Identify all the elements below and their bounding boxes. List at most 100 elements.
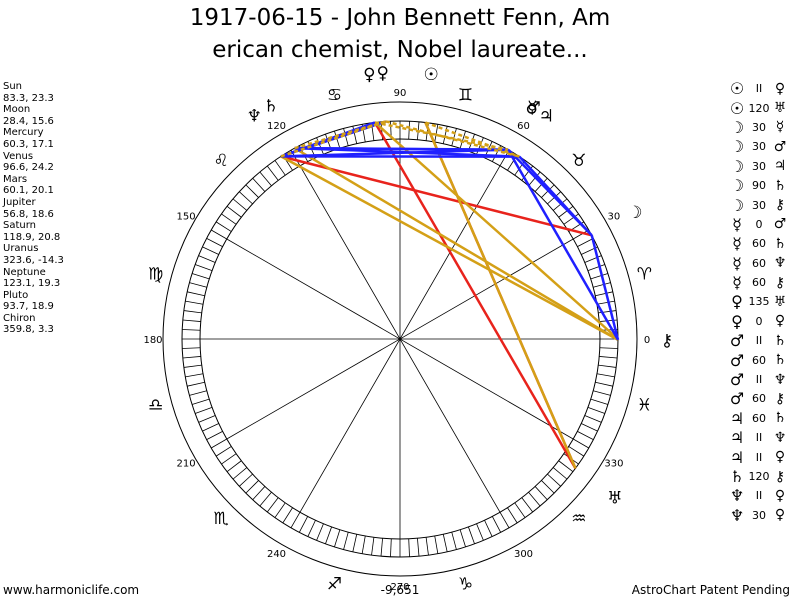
moon-planet-glyph: ☽ (627, 203, 642, 223)
bottom-value: -9,651 (380, 583, 420, 597)
position-name-uranus: Uranus (3, 243, 39, 255)
ring-tick (371, 537, 375, 556)
ring-tick (282, 507, 293, 524)
mars-glyph: ♂ (729, 389, 745, 409)
saturn-glyph: ♄ (773, 177, 787, 194)
aspect-angle: II (755, 334, 763, 348)
ring-tick (221, 213, 237, 225)
ring-tick (558, 460, 574, 473)
aspect-angle: 60 (752, 256, 766, 270)
ring-tick (442, 126, 448, 144)
ring-tick (390, 538, 392, 557)
zodiac-ring (162, 101, 638, 577)
footer-website: www.harmoniclife.com (3, 583, 140, 597)
ring-tick (491, 516, 502, 533)
ring-tick (595, 291, 613, 297)
ring-tick (417, 538, 420, 557)
aspect-row: ♂ 60 ⚷ (726, 389, 790, 408)
aspect-angle: II (755, 373, 763, 387)
degree-label: 30 (608, 212, 621, 223)
ring-tick (593, 282, 611, 288)
ring-tick (577, 430, 594, 441)
mercury-glyph: ☿ (775, 119, 785, 136)
aspect-row: ♄ 120 ⚷ (726, 467, 790, 486)
ring-tick (191, 273, 210, 280)
neptune-glyph: ♆ (773, 255, 787, 272)
chiron-glyph: ⚷ (774, 274, 786, 291)
ring-tick (451, 532, 457, 550)
ring-tick (226, 205, 242, 218)
ring-tick (259, 171, 272, 187)
aspect-row: ♂ II ♆ (726, 370, 790, 389)
ring-tick (215, 221, 232, 232)
ring-tick (563, 213, 579, 225)
mercury-glyph: ☿ (732, 214, 742, 234)
aspect-row: ☽ 30 ♃ (726, 157, 790, 176)
sign-glyphs: ♈ ♉ ♊ ♋ ♌ ♍ ♎ ♏ ♐ ♑ ♒ ♓ (148, 86, 652, 595)
house-spoke (226, 238, 574, 440)
degree-label: 90 (394, 88, 407, 99)
saturn-glyph: ♄ (773, 352, 787, 369)
ring-tick (189, 390, 207, 396)
aspect-angle: 30 (752, 508, 766, 522)
aspect-row: ♀ 0 ♀ (726, 312, 790, 331)
saturn-glyph: ♄ (773, 332, 787, 349)
ring-tick (541, 480, 555, 494)
planet-glyphs: ☉ ☽ ☿ ♀ ♂♃ ♄ ♅ ♆ ♀ ⚷ (247, 64, 674, 509)
saturn-glyph: ♄ (773, 410, 787, 427)
chart-title-line1: 1917-06-15 - John Bennett Fenn, Am (189, 5, 611, 31)
ring-tick (195, 407, 213, 414)
mars-glyph: ♂ (773, 138, 787, 155)
ring-tick (587, 407, 605, 414)
aspect-row: ☿ 60 ♄ (726, 234, 790, 253)
pluto-glyph: ♀ (774, 487, 786, 504)
ring-tick (185, 373, 204, 378)
saturn-glyph: ♄ (773, 235, 787, 252)
position-coords-moon: 28.4, 15.6 (3, 115, 54, 127)
capricorn-sign-glyph: ♑ (458, 574, 473, 594)
aspect-angle: 90 (752, 179, 766, 193)
ring-tick (476, 523, 484, 541)
position-coords-sun: 83.3, 23.3 (3, 92, 54, 104)
ring-tick (361, 535, 366, 554)
aspect-line (294, 146, 520, 158)
jupiter-glyph: ♃ (773, 158, 787, 175)
aspect-angle: 120 (748, 470, 770, 483)
ring-tick (195, 264, 213, 271)
aspect-line (425, 121, 520, 158)
pluto-glyph: ♀ (774, 449, 786, 466)
ring-tick (459, 529, 466, 548)
ring-tick (316, 523, 324, 541)
position-name-mars: Mars (3, 173, 28, 185)
ring-tick (573, 229, 589, 240)
chiron-glyph: ⚷ (774, 197, 786, 214)
aspect-row: ♃ II ♆ (726, 428, 790, 447)
pluto-glyph: ♀ (774, 507, 786, 524)
aspect-row: ♂ 60 ♄ (726, 350, 790, 370)
ring-tick (182, 319, 201, 322)
aspect-row: ☉ 120 ♅ (726, 98, 790, 118)
ring-tick (451, 128, 457, 146)
aspect-line (374, 121, 619, 340)
aspect-row: ☽ 30 ☿ (726, 118, 790, 137)
virgo-sign-glyph: ♍ (148, 265, 163, 285)
scorpio-sign-glyph: ♏ (213, 509, 228, 529)
moon-glyph: ☽ (729, 137, 745, 157)
pluto-glyph: ♀ (774, 313, 786, 330)
ring-tick (206, 237, 223, 248)
chiron-glyph: ⚷ (774, 390, 786, 407)
mars-glyph: ♂ (773, 216, 787, 233)
degree-label: 180 (143, 335, 162, 346)
aspect-line (385, 120, 520, 158)
aspect-row: ☿ 0 ♂ (726, 215, 790, 234)
aspect-angle: 60 (752, 353, 766, 367)
aspect-angle: 60 (752, 392, 766, 406)
ring-tick (198, 255, 216, 263)
ring-tick (245, 480, 259, 494)
aspect-angle: 60 (752, 276, 766, 290)
ring-tick (198, 415, 216, 423)
ring-tick (425, 537, 429, 556)
ring-tick (408, 538, 410, 557)
ring-tick (307, 520, 316, 537)
aspect-row: ☿ 60 ♆ (726, 254, 790, 273)
